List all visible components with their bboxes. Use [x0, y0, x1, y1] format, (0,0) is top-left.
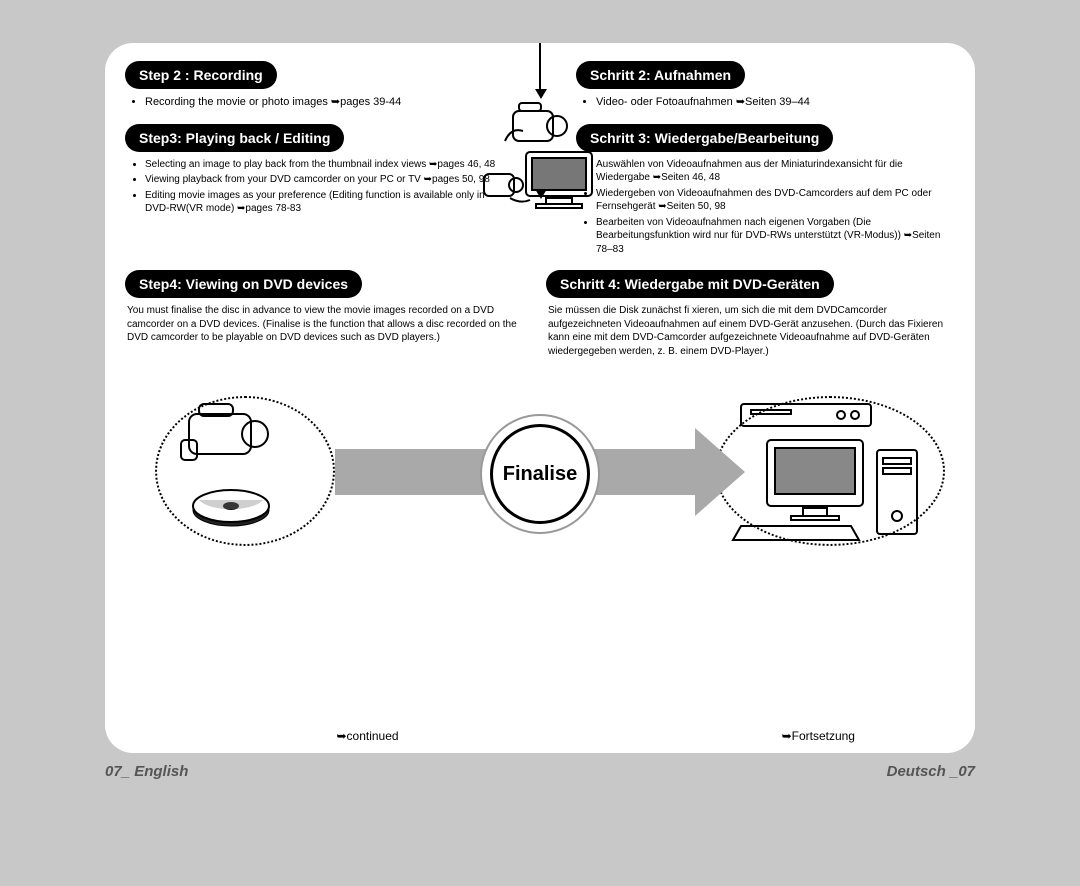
step4-de-body: Sie müssen die Disk zunächst fi xieren, … — [548, 305, 943, 357]
disc-icon — [193, 490, 269, 526]
col-right-step3: Schritt 3: Wiedergabe/Bearbeitung Auswäh… — [516, 124, 955, 259]
col-right-step4: Schritt 4: Wiedergabe mit DVD-Geräten Si… — [546, 270, 955, 358]
content-panel: Step 2 : Recording Recording the movie o… — [105, 43, 975, 753]
step3-title-de: Schritt 3: Wiedergabe/Bearbeitung — [576, 124, 833, 152]
section-step3: Step3: Playing back / Editing Selecting … — [125, 124, 955, 259]
source-devices-icon — [159, 400, 329, 540]
step4-title-de: Schritt 4: Wiedergabe mit DVD-Geräten — [546, 270, 834, 298]
page-number-footer: 07_ English Deutsch _07 — [105, 763, 975, 780]
step2-title-de: Schritt 2: Aufnahmen — [576, 61, 745, 89]
page-num-deutsch: Deutsch _07 — [887, 763, 975, 780]
page-num-english: 07_ English — [105, 763, 188, 780]
section-step4: Step4: Viewing on DVD devices You must f… — [125, 270, 955, 358]
tower-icon — [877, 450, 917, 534]
target-devices-icon — [721, 396, 941, 546]
col-left-step2: Step 2 : Recording Recording the movie o… — [125, 61, 504, 112]
dvd-player-icon — [741, 404, 871, 426]
manual-page: Step 2 : Recording Recording the movie o… — [60, 43, 1020, 843]
col-left-step4: Step4: Viewing on DVD devices You must f… — [125, 270, 534, 358]
finalise-diagram: Finalise — [125, 368, 955, 578]
continued-right: ➥Fortsetzung — [782, 729, 855, 743]
step3-title-en: Step3: Playing back / Editing — [125, 124, 344, 152]
pc-monitor-icon — [767, 440, 863, 520]
step3-en-bullet-1: Viewing playback from your DVD camcorder… — [145, 173, 504, 187]
step2-de-bullet-0: Video- oder Fotoaufnahmen ➥Seiten 39–44 — [596, 95, 955, 110]
step2-title-en: Step 2 : Recording — [125, 61, 277, 89]
continued-footer: ➥continued ➥Fortsetzung — [125, 729, 955, 743]
col-right-step2: Schritt 2: Aufnahmen Video- oder Fotoauf… — [516, 61, 955, 112]
step4-title-en: Step4: Viewing on DVD devices — [125, 270, 362, 298]
step3-en-bullet-2: Editing movie images as your preference … — [145, 189, 504, 216]
step3-de-bullet-2: Bearbeiten von Videoaufnahmen nach eigen… — [596, 216, 955, 257]
keyboard-icon — [733, 526, 859, 540]
camcorder-icon — [181, 404, 268, 460]
step2-en-bullet-0: Recording the movie or photo images ➥pag… — [145, 95, 504, 110]
section-step2: Step 2 : Recording Recording the movie o… — [125, 61, 955, 112]
step3-de-bullet-0: Auswählen von Videoaufnahmen aus der Min… — [596, 158, 955, 185]
step3-en-bullet-0: Selecting an image to play back from the… — [145, 158, 504, 172]
continued-left: ➥continued — [336, 729, 398, 743]
step4-en-body: You must finalise the disc in advance to… — [127, 305, 517, 343]
finalise-label: Finalise — [490, 424, 590, 524]
col-left-step3: Step3: Playing back / Editing Selecting … — [125, 124, 504, 259]
step3-de-bullet-1: Wiedergeben von Videoaufnahmen des DVD-C… — [596, 187, 955, 214]
